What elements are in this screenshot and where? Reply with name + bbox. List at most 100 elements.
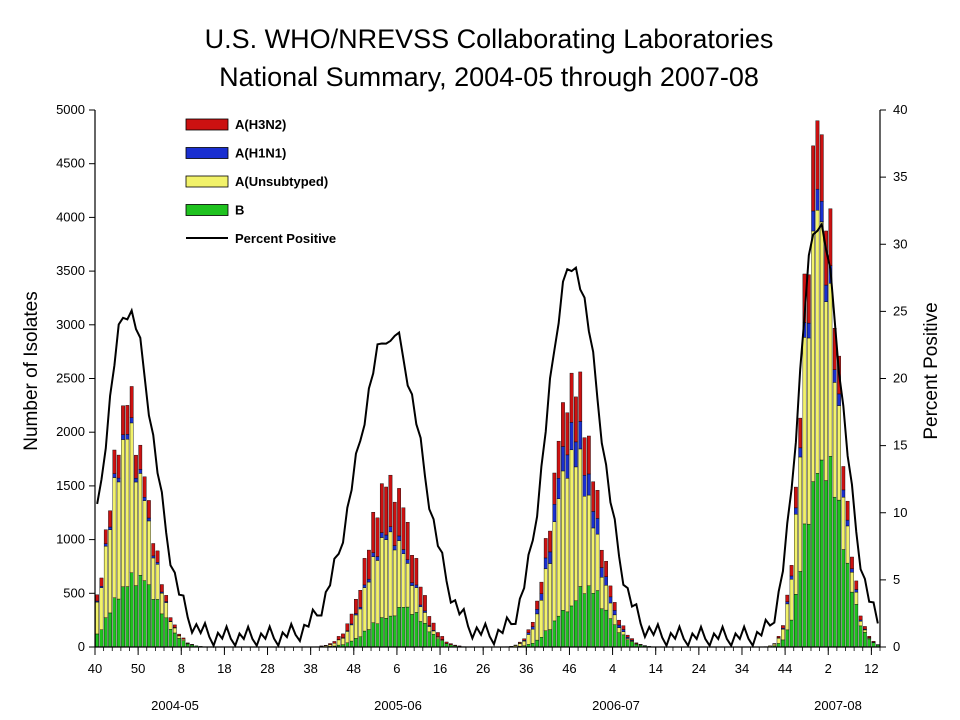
bar-aunsubtyped-14 bbox=[155, 564, 160, 600]
bar-ah3n2-62 bbox=[362, 558, 367, 586]
bar-ah3n2-56 bbox=[336, 636, 341, 640]
bar-ah3n2-15 bbox=[159, 584, 164, 593]
bar-aunsubtyped-168 bbox=[819, 221, 824, 461]
legend-label-0: A(H3N2) bbox=[235, 117, 286, 132]
bar-b-6 bbox=[121, 586, 125, 648]
bar-b-167 bbox=[815, 473, 820, 648]
bar-b-9 bbox=[134, 585, 138, 648]
bar-aunsubtyped-59 bbox=[349, 624, 354, 642]
bar-aunsubtyped-62 bbox=[362, 587, 367, 632]
bar-aunsubtyped-54 bbox=[328, 644, 332, 647]
bar-b-108 bbox=[561, 610, 565, 648]
bar-aunsubtyped-116 bbox=[595, 533, 600, 591]
bar-b-103 bbox=[539, 637, 544, 648]
bar-b-69 bbox=[392, 615, 397, 648]
bar-b-110 bbox=[569, 605, 574, 648]
bar-aunsubtyped-105 bbox=[548, 563, 552, 630]
bar-ah3n2-67 bbox=[384, 486, 388, 536]
bar-b-63 bbox=[367, 629, 371, 648]
bar-ah3n2-7 bbox=[125, 405, 130, 435]
bar-ah3n2-9 bbox=[134, 454, 138, 479]
x-tick-label-18: 12 bbox=[864, 661, 878, 676]
x-tick-label-12: 4 bbox=[609, 661, 616, 676]
bar-ah1n1-109 bbox=[565, 454, 570, 479]
bar-ah3n2-165 bbox=[806, 274, 811, 324]
x-tick-label-14: 24 bbox=[692, 661, 706, 676]
bar-ah3n2-176 bbox=[854, 580, 859, 590]
bar-b-161 bbox=[789, 619, 794, 648]
x-tick-label-9: 26 bbox=[476, 661, 490, 676]
y-tick-label-3: 1500 bbox=[56, 478, 85, 493]
x-tick-label-8: 16 bbox=[433, 661, 447, 676]
bar-aunsubtyped-57 bbox=[341, 638, 345, 645]
bar-aunsubtyped-172 bbox=[837, 405, 841, 501]
bar-b-74 bbox=[414, 612, 419, 648]
x-tick-label-15: 34 bbox=[735, 661, 749, 676]
bar-ah3n2-55 bbox=[332, 641, 337, 644]
bar-aunsubtyped-157 bbox=[772, 643, 777, 647]
bar-b-122 bbox=[621, 634, 626, 648]
x-tick-label-16: 44 bbox=[778, 661, 792, 676]
bar-aunsubtyped-9 bbox=[134, 481, 138, 586]
bar-ah3n2-77 bbox=[427, 616, 432, 626]
x-tick-label-3: 18 bbox=[217, 661, 231, 676]
bar-ah3n2-167 bbox=[815, 120, 820, 190]
bar-ah3n2-119 bbox=[608, 585, 613, 598]
bar-ah1n1-100 bbox=[526, 632, 531, 635]
bar-b-64 bbox=[371, 622, 376, 648]
bar-b-12 bbox=[147, 584, 151, 648]
bar-ah3n2-114 bbox=[587, 435, 591, 475]
bar-aunsubtyped-160 bbox=[785, 603, 790, 631]
bar-ah3n2-100 bbox=[526, 629, 531, 633]
bar-ah3n2-121 bbox=[617, 619, 621, 626]
bar-ah3n2-53 bbox=[323, 645, 328, 647]
bar-ah3n2-163 bbox=[798, 417, 803, 449]
bar-aunsubtyped-65 bbox=[375, 560, 380, 624]
bar-ah3n2-57 bbox=[341, 633, 345, 638]
bar-ah1n1-61 bbox=[358, 607, 363, 610]
bar-aunsubtyped-1 bbox=[99, 587, 104, 630]
bar-ah3n2-8 bbox=[129, 386, 134, 418]
bar-aunsubtyped-17 bbox=[168, 621, 173, 630]
y2-tick-label-6: 30 bbox=[893, 236, 907, 251]
legend-label-2: A(Unsubtyped) bbox=[235, 174, 328, 189]
bar-ah1n1-165 bbox=[806, 322, 811, 339]
bar-ah3n2-6 bbox=[121, 405, 125, 435]
bar-aunsubtyped-121 bbox=[617, 627, 621, 633]
bar-aunsubtyped-61 bbox=[358, 608, 363, 637]
bar-b-178 bbox=[863, 632, 867, 648]
bar-ah3n2-124 bbox=[630, 638, 634, 641]
bar-ah3n2-2 bbox=[103, 529, 108, 544]
bar-b-119 bbox=[608, 618, 613, 648]
bar-ah3n2-103 bbox=[539, 581, 544, 594]
bar-ah1n1-66 bbox=[379, 532, 384, 538]
bar-ah3n2-78 bbox=[431, 622, 436, 631]
bar-b-117 bbox=[599, 608, 604, 648]
bar-b-104 bbox=[543, 630, 548, 648]
legend-label-3: B bbox=[235, 203, 244, 218]
bar-b-165 bbox=[806, 523, 811, 648]
bar-b-76 bbox=[423, 623, 427, 648]
bar-aunsubtyped-5 bbox=[116, 481, 121, 600]
bar-b-179 bbox=[867, 638, 872, 648]
bar-aunsubtyped-163 bbox=[798, 456, 803, 572]
bar-ah3n2-113 bbox=[582, 437, 587, 476]
bar-b-5 bbox=[116, 598, 121, 648]
bar-ah3n2-109 bbox=[565, 412, 570, 456]
bar-b-105 bbox=[548, 629, 552, 648]
bar-aunsubtyped-175 bbox=[850, 572, 854, 593]
bar-ah3n2-19 bbox=[177, 633, 181, 636]
bar-ah1n1-13 bbox=[151, 555, 156, 559]
bar-aunsubtyped-108 bbox=[561, 470, 565, 611]
bar-aunsubtyped-98 bbox=[517, 643, 522, 647]
bar-b-109 bbox=[565, 611, 570, 648]
bar-aunsubtyped-178 bbox=[863, 629, 867, 633]
bar-ah1n1-105 bbox=[548, 551, 552, 564]
bar-aunsubtyped-169 bbox=[824, 301, 828, 481]
bar-b-176 bbox=[854, 604, 859, 648]
bar-ah1n1-5 bbox=[116, 477, 121, 483]
bar-ah3n2-65 bbox=[375, 517, 380, 557]
bar-b-10 bbox=[138, 575, 143, 648]
bar-b-62 bbox=[362, 630, 367, 648]
bar-aunsubtyped-77 bbox=[427, 626, 432, 633]
